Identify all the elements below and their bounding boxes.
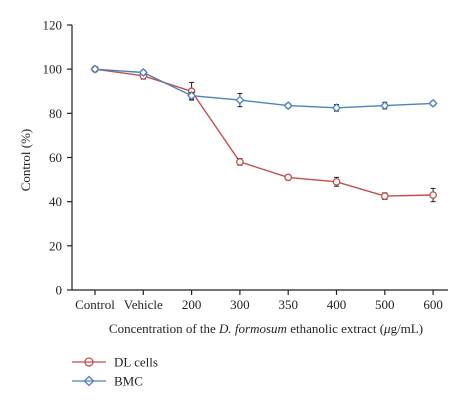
data-point: [380, 101, 390, 111]
x-tick-label: 300: [230, 297, 250, 312]
y-tick-label: 20: [49, 238, 62, 253]
y-tick-label: 0: [56, 283, 63, 298]
data-point: [236, 158, 244, 166]
y-tick-label: 80: [49, 106, 62, 121]
data-point: [235, 95, 245, 105]
x-tick-label: 500: [375, 297, 395, 312]
legend-label-dl-cells: DL cells: [114, 355, 158, 370]
x-tick-label: 350: [278, 297, 298, 312]
x-tick-label: 400: [327, 297, 347, 312]
y-axis: 0 20 40 60 80 100 120: [43, 18, 73, 298]
data-point: [332, 177, 341, 186]
x-axis-title: Concentration of the D. formosum ethanol…: [109, 321, 423, 336]
legend: DL cells BMC: [72, 355, 158, 389]
x-tick-label: 200: [182, 297, 202, 312]
data-point: [283, 101, 293, 111]
data-point: [380, 192, 389, 200]
legend-label-bmc: BMC: [114, 374, 143, 389]
series-layer: [90, 64, 438, 203]
y-tick-label: 60: [49, 150, 62, 165]
data-point: [187, 91, 197, 101]
data-point: [429, 191, 437, 199]
legend-item-bmc: BMC: [72, 374, 143, 389]
y-tick-label: 100: [43, 62, 63, 77]
data-point: [284, 173, 293, 182]
y-axis-title: Control (%): [18, 129, 33, 191]
legend-marker-dl-cells: [84, 357, 94, 367]
data-point: [90, 64, 100, 74]
data-point: [138, 67, 148, 77]
y-tick-label: 120: [43, 18, 63, 33]
legend-item-dl-cells: DL cells: [72, 355, 158, 370]
x-axis: Control Vehicle 200 300 350 400 500 600: [72, 289, 448, 312]
y-tick-label: 40: [49, 194, 62, 209]
data-point: [428, 98, 438, 108]
x-tick-label: Control: [75, 297, 115, 312]
series-line-bmc: [94, 68, 434, 109]
x-tick-label: 600: [423, 297, 443, 312]
series-line-dl-cells: [94, 68, 434, 197]
legend-marker-bmc: [83, 375, 95, 387]
data-point: [331, 103, 342, 113]
x-tick-label: Vehicle: [124, 297, 163, 312]
